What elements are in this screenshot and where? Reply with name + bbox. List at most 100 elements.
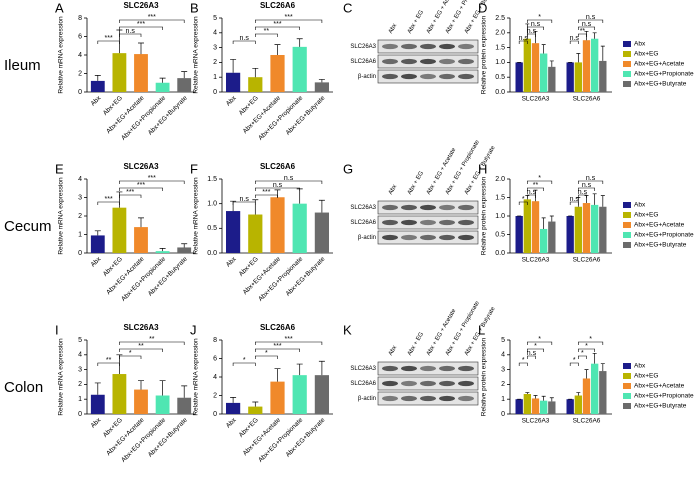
bar	[515, 62, 523, 92]
error-bar	[541, 395, 546, 401]
error-bar	[576, 392, 581, 396]
significance-bracket	[255, 341, 323, 345]
bar	[566, 216, 574, 253]
blot-band	[382, 395, 398, 402]
significance-bracket	[255, 355, 278, 359]
significance-bracket	[518, 40, 528, 44]
bar	[248, 406, 263, 414]
significance-bracket	[119, 180, 185, 184]
x-tick-label: Abx+EG+Butyrate	[285, 94, 327, 136]
bar	[90, 394, 105, 414]
significance-label: **	[533, 182, 539, 189]
y-tick-label: 5	[213, 15, 217, 22]
legend-label: Abx+EG+Acetate	[634, 61, 685, 68]
y-tick-label: 0	[213, 89, 217, 96]
y-tick-label: 1.0	[207, 201, 217, 208]
y-axis-label: Relative protein expression	[481, 15, 488, 94]
significance-label: *	[129, 350, 132, 357]
significance-label: n.s	[586, 175, 596, 182]
blot-row-label: SLC26A3	[350, 366, 376, 372]
blot-band	[382, 73, 398, 80]
panel-letter: F	[190, 161, 198, 176]
significance-bracket	[569, 40, 579, 44]
y-tick-label: 8	[78, 15, 82, 22]
bar	[531, 201, 540, 253]
blot-band	[458, 395, 474, 402]
legend-swatch	[623, 393, 631, 399]
blot-row-label: SLC26A6	[350, 381, 376, 387]
bar	[155, 251, 170, 253]
significance-label: *	[522, 357, 525, 364]
significance-bracket	[527, 355, 536, 359]
error-bar	[549, 397, 554, 402]
significance-bracket	[119, 341, 185, 345]
y-tick-label: 5	[78, 337, 82, 344]
y-tick-label: 0.5	[207, 225, 217, 232]
significance-bracket	[255, 19, 323, 23]
blot-band	[439, 73, 455, 80]
y-tick-label: 0	[78, 250, 82, 257]
legend-swatch	[623, 373, 631, 379]
significance-bracket	[97, 362, 120, 366]
error-bar	[533, 30, 538, 44]
x-tick-label: SLC26A3	[522, 257, 550, 264]
lane-label: Abx + EG + Propionate	[445, 139, 481, 196]
bar	[539, 228, 548, 253]
blot-band	[458, 380, 474, 387]
significance-label: **	[138, 343, 144, 350]
significance-label: n.s	[570, 196, 580, 203]
error-bar	[600, 195, 605, 207]
significance-bracket	[569, 201, 579, 205]
significance-bracket	[255, 26, 300, 30]
panel-letter: I	[55, 322, 59, 337]
y-tick-label: 5	[501, 337, 505, 344]
x-tick-label: SLC26A3	[522, 96, 550, 103]
x-tick-label: Abx+EG+Butyrate	[147, 416, 189, 458]
significance-bracket	[119, 194, 142, 198]
legend-label: Abx+EG	[634, 51, 658, 58]
bar	[270, 55, 285, 92]
bar	[314, 375, 330, 414]
x-tick-label: Abx+EG+Acetate	[105, 255, 146, 296]
significance-label: n.s	[582, 21, 592, 28]
x-tick-label: SLC26A6	[573, 96, 601, 103]
significance-label: ***	[126, 189, 134, 196]
bar	[590, 204, 599, 253]
blot-band	[420, 234, 436, 241]
significance-bracket	[255, 348, 300, 352]
x-tick-label: SLC26A6	[573, 418, 601, 425]
y-tick-label: 0	[78, 89, 82, 96]
panel-letter: L	[478, 322, 485, 337]
y-tick-label: 3	[213, 44, 217, 51]
blot-band	[439, 204, 455, 211]
error-bar	[576, 53, 581, 63]
bar	[292, 46, 307, 92]
blot-band	[458, 219, 474, 226]
significance-label: ***	[137, 182, 145, 189]
blot-band	[401, 380, 417, 387]
y-tick-label: 4	[213, 30, 217, 37]
bar	[515, 399, 523, 414]
significance-bracket	[578, 33, 587, 37]
significance-bracket	[255, 187, 300, 191]
significance-label: *	[538, 336, 541, 343]
y-tick-label: 2	[213, 59, 217, 66]
y-axis-label: Relative mRNA expression	[193, 338, 200, 416]
significance-label: n.s	[570, 35, 580, 42]
legend-swatch	[623, 202, 631, 208]
legend-swatch	[623, 41, 631, 47]
legend-swatch	[623, 81, 631, 87]
bar	[599, 60, 607, 92]
error-bar	[181, 243, 188, 248]
bar	[599, 371, 607, 414]
significance-label: n.s	[531, 21, 541, 28]
lane-label: Abx + EG	[407, 170, 425, 196]
blot-band	[420, 204, 436, 211]
y-tick-label: 1.5	[495, 44, 505, 51]
blot-band	[382, 234, 398, 241]
error-bar	[318, 79, 325, 83]
legend-swatch	[623, 61, 631, 67]
error-bar	[600, 45, 605, 61]
